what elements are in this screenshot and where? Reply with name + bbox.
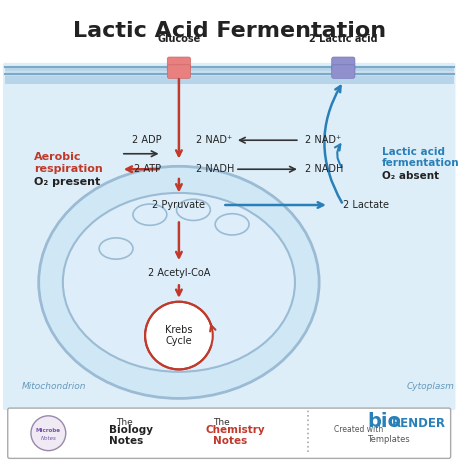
FancyBboxPatch shape — [167, 65, 191, 78]
Bar — [5, 67, 454, 84]
Text: 2 ATP: 2 ATP — [134, 164, 162, 174]
Ellipse shape — [215, 214, 249, 235]
Ellipse shape — [99, 238, 133, 259]
FancyBboxPatch shape — [8, 408, 451, 458]
Ellipse shape — [176, 199, 210, 220]
Text: bio: bio — [367, 412, 401, 431]
Text: respiration: respiration — [34, 164, 102, 174]
FancyBboxPatch shape — [332, 65, 355, 78]
Ellipse shape — [39, 166, 319, 399]
Text: 2 NADH: 2 NADH — [196, 164, 235, 174]
Text: 2 ADP: 2 ADP — [132, 135, 162, 145]
Text: Notes: Notes — [213, 436, 247, 446]
Text: Chemistry: Chemistry — [206, 425, 265, 435]
Text: O₂ present: O₂ present — [34, 177, 100, 187]
Bar — [5, 70, 454, 76]
Text: Lactic Acid Fermentation: Lactic Acid Fermentation — [73, 21, 386, 41]
Text: 2 Acetyl-CoA: 2 Acetyl-CoA — [148, 268, 210, 278]
Text: 2 Lactate: 2 Lactate — [343, 200, 389, 210]
FancyBboxPatch shape — [332, 57, 355, 70]
Text: Templates: Templates — [367, 435, 410, 444]
Text: Glucose: Glucose — [157, 33, 201, 44]
Text: O₂ absent: O₂ absent — [382, 171, 439, 181]
Text: Notes: Notes — [40, 436, 56, 440]
Circle shape — [145, 302, 213, 370]
Ellipse shape — [63, 193, 295, 372]
Text: 2 NAD⁺: 2 NAD⁺ — [305, 135, 341, 145]
Text: 2 NADH: 2 NADH — [305, 164, 343, 174]
FancyBboxPatch shape — [167, 57, 191, 70]
Text: Cytoplasm: Cytoplasm — [406, 382, 454, 391]
Text: Notes: Notes — [109, 436, 144, 446]
Text: Created with: Created with — [334, 425, 383, 434]
Text: Biology: Biology — [109, 425, 153, 435]
Ellipse shape — [133, 204, 167, 225]
Text: 2 Pyruvate: 2 Pyruvate — [153, 200, 205, 210]
Text: 2 Lactic acid: 2 Lactic acid — [309, 33, 378, 44]
FancyBboxPatch shape — [3, 63, 456, 410]
Text: The: The — [116, 417, 133, 426]
Text: fermentation: fermentation — [382, 159, 460, 168]
Text: Mitochondrion: Mitochondrion — [21, 382, 86, 391]
Circle shape — [31, 416, 66, 451]
Text: Krebs
Cycle: Krebs Cycle — [165, 325, 192, 347]
Text: Aerobic: Aerobic — [34, 151, 82, 162]
Text: 2 NAD⁺: 2 NAD⁺ — [196, 135, 233, 145]
Text: RENDER: RENDER — [392, 417, 446, 431]
Text: Lactic acid: Lactic acid — [382, 147, 445, 157]
Text: Microbe: Microbe — [36, 428, 61, 433]
Text: The: The — [213, 417, 229, 426]
